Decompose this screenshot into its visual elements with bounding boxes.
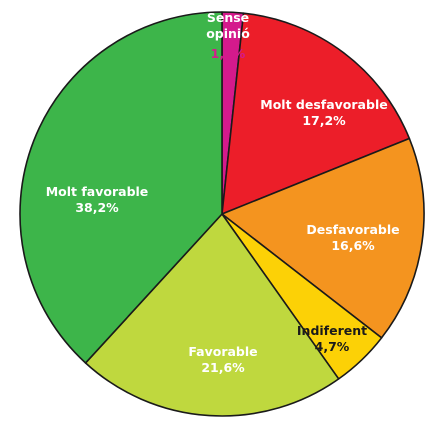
slice-label: Molt favorable [46,184,149,199]
pie-slice-favorable [84,213,340,417]
slice-value-label: 16,6% [331,238,375,253]
slice-label: Favorable [188,344,257,359]
slice-label: Sense [207,10,249,25]
pie-slice-desfavorable [221,137,425,339]
slice-value-label: 38,2% [75,200,119,215]
slice-label: Indiferent [297,323,367,338]
slice-label: opinió [206,26,250,41]
slice-label: Desfavorable [306,222,399,237]
pie-slice-molt-favorable [19,11,223,364]
slice-label: Molt desfavorable [260,97,387,112]
slice-value-label: 1,7% [211,46,246,61]
slice-value-label: 4,7% [315,339,350,354]
pie-slice-molt-desfavorable [221,12,411,215]
slice-value-label: 21,6% [201,360,245,375]
slice-value-label: 17,2% [302,113,346,128]
pie-slices [19,11,425,417]
